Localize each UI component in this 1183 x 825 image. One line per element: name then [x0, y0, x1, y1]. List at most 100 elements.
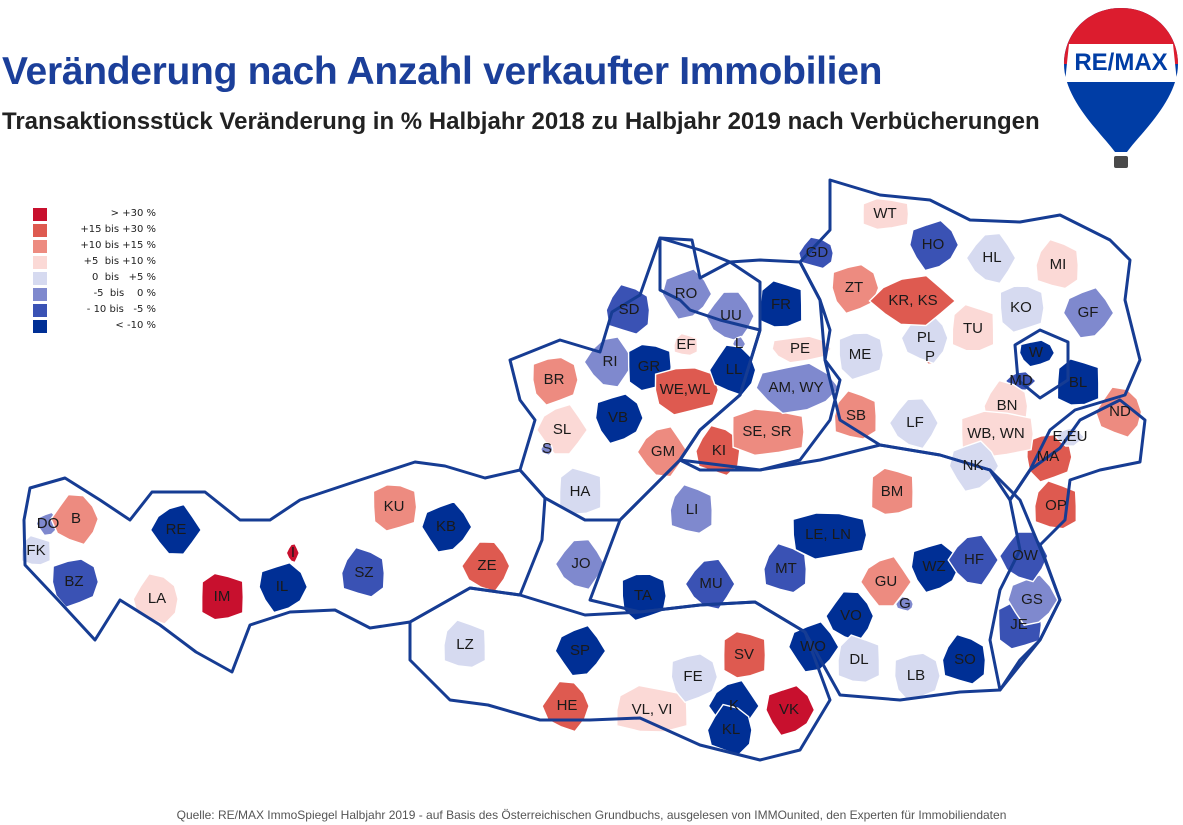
district-label: MA [1037, 448, 1060, 465]
legend-swatch [33, 304, 47, 317]
district-label: KU [384, 498, 405, 515]
district-label: BN [997, 397, 1018, 414]
district-label: VK [779, 701, 799, 718]
district-w [1018, 339, 1056, 368]
legend-swatch [33, 224, 47, 237]
district-label: P [925, 348, 935, 365]
district-label: SL [553, 421, 571, 438]
remax-balloon-logo: RE/MAX [1064, 8, 1178, 168]
district-zt [831, 263, 880, 315]
district-label: EF [676, 336, 695, 353]
district-g [894, 595, 915, 613]
district-label: SE, SR [742, 423, 791, 440]
district-label: E,EU [1052, 428, 1087, 445]
district-label: GR [638, 358, 661, 375]
district-label: GS [1021, 591, 1043, 608]
district-sz [340, 546, 386, 598]
district-label: WO [800, 638, 826, 655]
district-wz [910, 542, 960, 594]
district-label: JE [1010, 616, 1028, 633]
district-label: LA [148, 590, 166, 607]
district-pl [900, 312, 949, 365]
district-label: HF [964, 551, 984, 568]
district-jo [554, 538, 606, 591]
district-le-ln [792, 512, 868, 560]
district-label: KO [1010, 299, 1032, 316]
district-label: SO [954, 651, 976, 668]
district-sv [722, 630, 767, 679]
district-ho [908, 219, 960, 272]
district-label: NK [963, 457, 984, 474]
district-label: FE [683, 668, 702, 685]
district-am-wy [755, 362, 841, 415]
district-lf [888, 397, 940, 450]
district-ze [460, 541, 511, 593]
legend-label: < -10 % [115, 320, 156, 331]
district-il [258, 561, 309, 614]
district-label: GF [1078, 304, 1099, 321]
legend-label: +5 bis +10 % [83, 256, 156, 267]
legend-swatch [33, 288, 47, 301]
district-label: GM [651, 443, 675, 460]
legend-label: > +30 % [110, 208, 156, 219]
district-label: KL [722, 721, 740, 738]
district-label: WB, WN [967, 425, 1025, 442]
district-i [285, 542, 301, 564]
district-br [532, 356, 579, 406]
district-we-wl [654, 367, 720, 416]
district-label: UU [720, 307, 742, 324]
district-label: HO [922, 236, 945, 253]
district-mi [1035, 238, 1080, 290]
district-sp [554, 624, 607, 677]
district-gs [1007, 573, 1059, 626]
district-label: ZT [845, 279, 863, 296]
district-label: OW [1012, 547, 1039, 564]
district-label: VL, VI [632, 701, 673, 718]
district-label: SD [619, 301, 640, 318]
district-label: RE [166, 521, 187, 538]
district-gd [797, 236, 835, 270]
tirol-vorarlberg-border [22, 460, 547, 674]
district-label: DO [37, 515, 60, 532]
legend-label: 0 bis +5 % [91, 272, 156, 283]
district-label: PE [790, 340, 810, 357]
legend-label: - 10 bis -5 % [86, 304, 156, 315]
district-label: L [735, 335, 743, 352]
district-label: SP [570, 642, 590, 659]
district-label: S [542, 440, 552, 457]
district-label: FK [26, 542, 45, 559]
district-s [539, 441, 554, 457]
district-label: LB [907, 667, 925, 684]
district-so [941, 633, 987, 685]
district-hf [947, 534, 1000, 586]
district-label: MT [775, 560, 797, 577]
district-vl-vi [616, 684, 688, 733]
district-label: RO [675, 285, 698, 302]
district-label: K [729, 697, 739, 714]
district-label: LL [726, 361, 743, 378]
district-im [201, 572, 245, 621]
district-label: KR, KS [888, 292, 937, 309]
district-label: HL [982, 249, 1001, 266]
page-subtitle: Transaktionsstück Veränderung in % Halbj… [2, 108, 1040, 135]
niederoesterreich-border [798, 178, 1142, 502]
legend-swatch [33, 240, 47, 253]
district-tu [951, 303, 995, 352]
source-note: Quelle: RE/MAX ImmoSpiegel Halbjahr 2019… [176, 808, 1007, 822]
district-label: WZ [922, 558, 945, 575]
district-ri [583, 336, 636, 388]
district-ko [999, 285, 1045, 334]
district-label: SZ [354, 564, 373, 581]
district-label: DL [849, 651, 868, 668]
district-lz [443, 619, 487, 669]
district-label: LE, LN [805, 526, 851, 543]
district-label: HE [557, 697, 578, 714]
district-label: WE,WL [660, 381, 711, 398]
district-label: TU [963, 320, 983, 337]
district-label: GD [806, 244, 829, 261]
district-label: W [1029, 344, 1044, 361]
district-label: BL [1069, 374, 1087, 391]
district-ef [673, 332, 699, 357]
district-gf [1062, 286, 1115, 339]
